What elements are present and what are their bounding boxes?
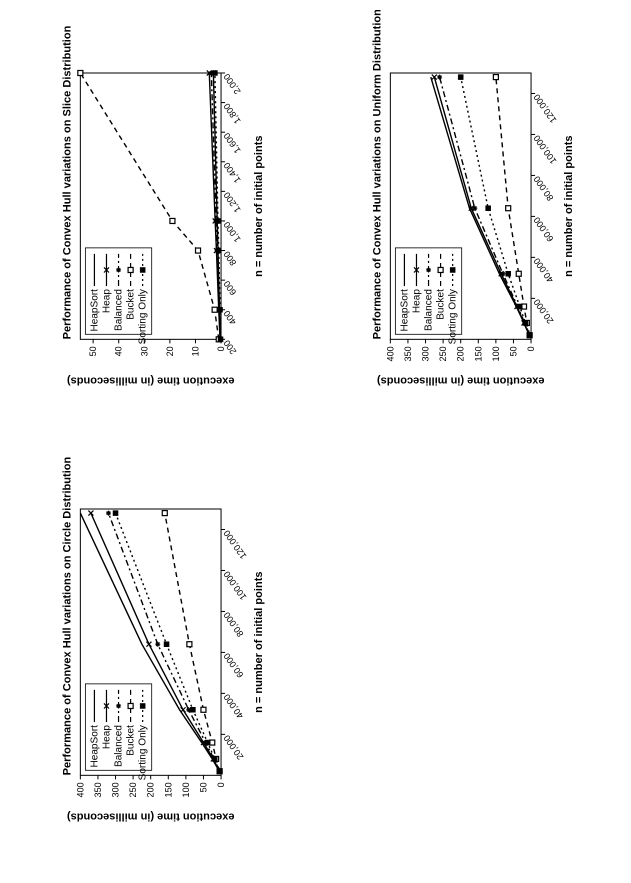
svg-text:150: 150 xyxy=(473,346,483,361)
svg-text:50: 50 xyxy=(508,346,518,356)
svg-text:100,000: 100,000 xyxy=(531,133,558,165)
svg-text:20: 20 xyxy=(165,346,175,356)
chart-uniform: 0 50 100 150 200 250 300 350 400 20,000 40,000 60,0… xyxy=(320,10,622,438)
svg-text:2,000: 2,000 xyxy=(222,72,243,96)
svg-text:Balanced: Balanced xyxy=(114,725,125,767)
svg-text:n = number of initial points: n = number of initial points xyxy=(253,135,265,276)
svg-text:1,600: 1,600 xyxy=(222,131,243,155)
svg-text:Performance of Convex Hull var: Performance of Convex Hull variations on… xyxy=(371,10,383,339)
svg-text:Sorting Only: Sorting Only xyxy=(138,725,149,780)
svg-text:100: 100 xyxy=(181,782,191,797)
svg-text:Bucket: Bucket xyxy=(435,289,446,320)
svg-text:120,000: 120,000 xyxy=(531,92,558,124)
chart-grid: 0 10 20 30 40 50 200 400 600 800 1,000 1,200 1,400 1,… xyxy=(10,10,621,873)
svg-text:Heap: Heap xyxy=(101,724,112,748)
svg-text:250: 250 xyxy=(438,346,448,361)
panel-slice: 010203040502004006008001,0001,2001,4001,… xyxy=(10,10,312,438)
svg-text:60,000: 60,000 xyxy=(531,215,555,243)
svg-text:400: 400 xyxy=(385,346,395,361)
svg-text:400: 400 xyxy=(75,782,85,797)
chart-circle: 0 50 100 150 200 250 300 350 400 20,000 40,000 60,0… xyxy=(10,446,312,874)
svg-text:execution time (in millisecond: execution time (in milliseconds) xyxy=(67,375,235,387)
svg-text:100,000: 100,000 xyxy=(222,569,249,601)
svg-text:150: 150 xyxy=(163,782,173,797)
svg-text:300: 300 xyxy=(111,782,121,797)
svg-text:n = number of initial points: n = number of initial points xyxy=(563,135,575,276)
svg-text:300: 300 xyxy=(420,346,430,361)
panel-uniform: 0 50 100 150 200 250 300 350 400 20,000 40,000 60,0… xyxy=(320,10,622,438)
svg-text:1,800: 1,800 xyxy=(222,101,243,125)
svg-text:Balanced: Balanced xyxy=(114,289,125,331)
svg-text:Heap: Heap xyxy=(101,289,112,313)
svg-text:80,000: 80,000 xyxy=(222,610,246,638)
svg-text:Sorting Only: Sorting Only xyxy=(447,289,458,344)
panel-empty xyxy=(320,446,622,874)
svg-text:Sorting Only: Sorting Only xyxy=(138,289,149,344)
chart-slice: 010203040502004006008001,0001,2001,4001,… xyxy=(10,10,312,438)
svg-text:1,000: 1,000 xyxy=(222,220,243,244)
svg-text:60,000: 60,000 xyxy=(222,651,246,679)
panel-circle: 0 50 100 150 200 250 300 350 400 20,000 40,000 60,0… xyxy=(10,446,312,874)
svg-text:50: 50 xyxy=(198,782,208,792)
svg-text:Heap: Heap xyxy=(411,289,422,313)
svg-text:Bucket: Bucket xyxy=(126,289,137,320)
svg-text:80,000: 80,000 xyxy=(531,174,555,202)
svg-text:Performance of Convex Hull var: Performance of Convex Hull variations on… xyxy=(61,456,73,775)
svg-text:10: 10 xyxy=(190,346,200,356)
svg-text:execution time (in millisecond: execution time (in milliseconds) xyxy=(376,375,544,387)
svg-text:HeapSort: HeapSort xyxy=(89,724,100,767)
svg-text:n = number of initial points: n = number of initial points xyxy=(253,571,265,712)
svg-text:40: 40 xyxy=(114,346,124,356)
svg-text:1,200: 1,200 xyxy=(222,190,243,214)
svg-text:0: 0 xyxy=(216,782,226,787)
svg-text:HeapSort: HeapSort xyxy=(89,289,100,332)
svg-text:250: 250 xyxy=(128,782,138,797)
svg-text:HeapSort: HeapSort xyxy=(399,289,410,332)
svg-text:200: 200 xyxy=(146,782,156,797)
svg-text:350: 350 xyxy=(402,346,412,361)
svg-text:100: 100 xyxy=(490,346,500,361)
svg-text:800: 800 xyxy=(222,249,239,267)
svg-text:Performance of Convex Hull var: Performance of Convex Hull variations on… xyxy=(61,25,73,339)
svg-text:200: 200 xyxy=(455,346,465,361)
svg-text:40,000: 40,000 xyxy=(531,256,555,284)
svg-text:350: 350 xyxy=(93,782,103,797)
svg-text:execution time (in millisecond: execution time (in milliseconds) xyxy=(67,810,235,822)
svg-text:20,000: 20,000 xyxy=(222,733,246,761)
svg-text:0: 0 xyxy=(526,346,536,351)
svg-text:20,000: 20,000 xyxy=(531,297,555,325)
svg-text:120,000: 120,000 xyxy=(222,528,249,560)
svg-text:600: 600 xyxy=(222,279,239,297)
svg-text:200: 200 xyxy=(222,338,239,356)
svg-text:1,400: 1,400 xyxy=(222,161,243,185)
svg-text:50: 50 xyxy=(88,346,98,356)
svg-text:Bucket: Bucket xyxy=(126,724,137,755)
svg-text:30: 30 xyxy=(139,346,149,356)
svg-text:40,000: 40,000 xyxy=(222,692,246,720)
svg-text:Balanced: Balanced xyxy=(423,289,434,331)
svg-text:400: 400 xyxy=(222,309,239,327)
